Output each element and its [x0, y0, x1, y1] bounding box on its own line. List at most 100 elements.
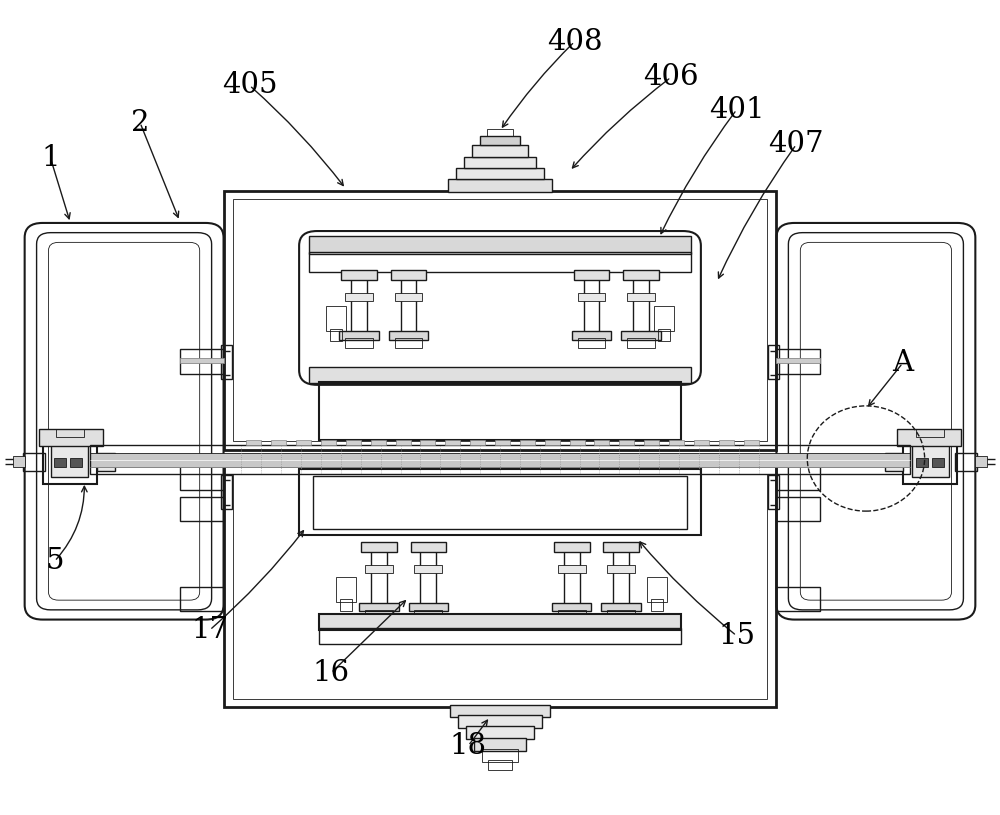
Bar [472, 145, 528, 156]
Bar [776, 349, 820, 373]
Bar [365, 610, 393, 619]
Bar [361, 542, 397, 552]
Bar [647, 578, 667, 601]
Bar [420, 440, 435, 445]
Bar [340, 599, 352, 611]
Bar [414, 610, 442, 619]
Bar [246, 440, 261, 445]
Bar [70, 458, 82, 467]
Bar [474, 738, 526, 751]
Bar [975, 456, 987, 467]
Bar [572, 332, 611, 340]
Bar [768, 346, 779, 379]
Bar [180, 587, 224, 611]
Bar [396, 440, 411, 445]
Bar [584, 275, 599, 337]
Bar [389, 332, 428, 340]
Bar [897, 429, 961, 447]
Bar [321, 440, 336, 445]
Bar [558, 565, 586, 573]
Bar [619, 440, 634, 445]
Bar [669, 440, 684, 445]
Bar [313, 476, 687, 529]
Text: 16: 16 [312, 659, 350, 687]
Bar [23, 453, 45, 470]
Text: 15: 15 [718, 622, 755, 650]
Bar [570, 440, 585, 445]
Text: 2: 2 [131, 108, 149, 137]
Bar [39, 429, 103, 447]
Bar [371, 440, 386, 445]
Bar [13, 456, 25, 467]
Bar [627, 338, 655, 348]
Bar [916, 429, 944, 437]
Bar [574, 270, 609, 280]
Bar [456, 168, 544, 179]
Text: 406: 406 [643, 64, 699, 91]
Bar [365, 565, 393, 573]
Text: 405: 405 [222, 72, 277, 99]
Bar [644, 440, 659, 445]
Bar [271, 440, 286, 445]
Bar [395, 338, 422, 348]
Bar [482, 749, 518, 762]
Bar [776, 496, 820, 521]
Bar [912, 443, 949, 477]
Bar [411, 542, 446, 552]
Bar [319, 381, 681, 440]
Text: 5: 5 [45, 548, 64, 575]
Bar [564, 545, 580, 608]
Bar [768, 474, 779, 509]
Bar [51, 443, 88, 477]
Bar [339, 332, 379, 340]
Bar [621, 332, 661, 340]
Text: 18: 18 [450, 732, 487, 760]
Bar [336, 578, 356, 601]
Bar [395, 293, 422, 301]
Bar [371, 545, 387, 608]
Bar [180, 466, 224, 490]
Bar [90, 453, 910, 467]
Bar [359, 603, 399, 611]
Text: 17: 17 [191, 616, 228, 644]
Bar [445, 440, 460, 445]
Bar [43, 437, 97, 483]
Bar [776, 358, 820, 363]
Bar [296, 440, 311, 445]
Bar [932, 458, 944, 467]
Bar [180, 349, 224, 373]
Bar [651, 599, 663, 611]
Bar [470, 440, 485, 445]
Bar [554, 542, 590, 552]
Bar [309, 252, 691, 271]
Bar [594, 440, 609, 445]
Bar [627, 293, 655, 301]
Bar [299, 469, 701, 535]
Bar [448, 179, 552, 192]
Bar [488, 760, 512, 770]
Bar [613, 545, 629, 608]
Bar [916, 458, 928, 467]
Bar [495, 440, 510, 445]
Bar [326, 306, 346, 331]
Text: 401: 401 [709, 95, 764, 124]
Bar [401, 275, 416, 337]
Text: 407: 407 [769, 130, 824, 158]
Bar [309, 236, 691, 253]
Bar [90, 445, 910, 474]
Bar [607, 565, 635, 573]
Bar [466, 726, 534, 739]
Bar [56, 429, 84, 437]
Bar [97, 453, 115, 470]
Bar [520, 440, 535, 445]
Bar [658, 329, 670, 341]
Bar [578, 338, 605, 348]
Bar [233, 474, 767, 699]
Bar [180, 358, 224, 363]
Text: 1: 1 [41, 144, 60, 172]
Bar [309, 367, 691, 383]
Bar [341, 270, 377, 280]
Bar [654, 306, 674, 331]
Bar [233, 199, 767, 442]
Bar [319, 614, 681, 630]
